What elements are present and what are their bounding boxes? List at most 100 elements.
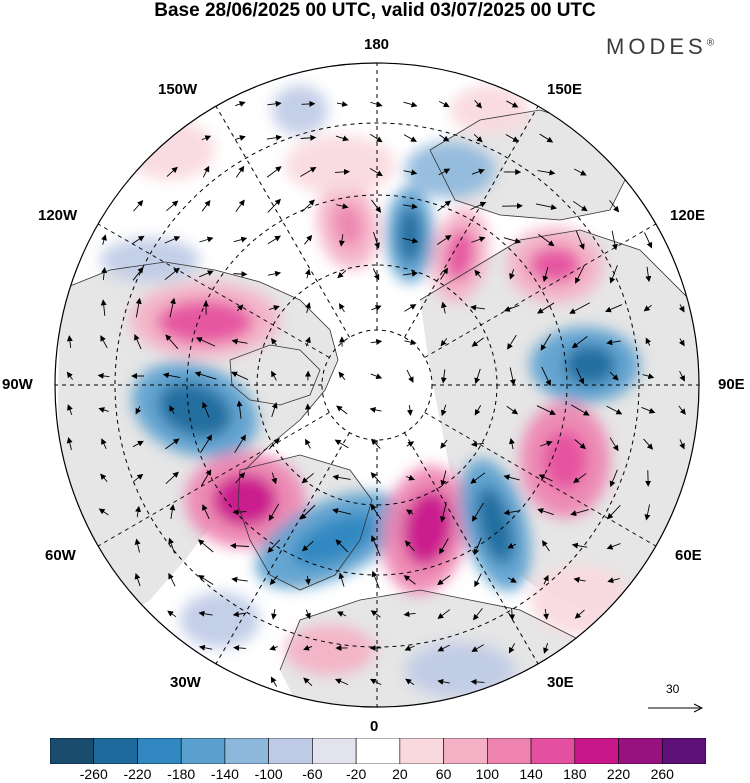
wind-vector [437, 609, 451, 620]
wind-vector [169, 504, 176, 519]
wind-vector [371, 199, 382, 213]
wind-vector [540, 440, 553, 447]
wind-vector [198, 610, 213, 617]
wind-vector [371, 535, 381, 557]
wind-vector [134, 572, 141, 587]
wind-vector [338, 572, 345, 587]
wind-vector [470, 304, 486, 311]
wind-vector [606, 405, 623, 415]
meridians [55, 63, 699, 707]
colorbar-tick-label: 260 [650, 766, 674, 782]
meridian-line [404, 432, 543, 672]
meridian-line [211, 432, 350, 672]
wind-vector [135, 406, 142, 415]
wind-vector [538, 474, 553, 482]
wind-vector [268, 503, 280, 522]
wind-vector [405, 474, 415, 481]
anomaly-cell [529, 247, 581, 283]
wind-vector [166, 166, 178, 177]
wind-vector [506, 405, 519, 415]
lon-label-150e: 150E [547, 81, 583, 98]
anomaly-cell [398, 207, 422, 263]
wind-vector [334, 678, 349, 686]
wind-vector [437, 234, 452, 245]
wind-vector [66, 437, 73, 451]
colorbar-tick-label: -220 [123, 766, 152, 782]
wind-vector [474, 368, 481, 385]
wind-vector [470, 201, 487, 211]
wind-vector [267, 235, 281, 245]
wind-vector [645, 337, 652, 346]
meridian-line [211, 98, 350, 338]
wind-vector [678, 338, 685, 347]
wind-vector [165, 334, 179, 350]
wind-vector [370, 503, 382, 520]
wind-vector [100, 473, 108, 483]
anomaly-cell [100, 238, 200, 282]
wind-vector [473, 537, 482, 556]
wind-vector [573, 576, 586, 583]
brand-registered-mark: ® [706, 37, 715, 49]
wind-vector [403, 169, 418, 176]
wind-vector [301, 540, 314, 552]
wind-vector [508, 643, 516, 654]
wind-vector [505, 134, 519, 142]
wind-vector [97, 372, 110, 379]
wind-vector [230, 542, 249, 549]
wind-vector [507, 542, 517, 549]
wind-vector [267, 539, 281, 553]
wind-vector [199, 236, 214, 243]
wind-vector [166, 200, 179, 212]
brand-logo: MODES® [606, 34, 714, 60]
colorbar [50, 738, 706, 764]
wind-vector [134, 334, 142, 350]
wind-vector [572, 200, 588, 212]
colorbar-swatch [312, 738, 357, 764]
wind-vector [198, 574, 214, 585]
wind-vector [373, 231, 380, 249]
wind-vector [472, 608, 483, 621]
wind-vector [194, 371, 217, 380]
wind-vector [202, 165, 210, 178]
wind-vector [405, 509, 414, 516]
colorbar-tick-label: -60 [302, 766, 323, 782]
wind-vector [338, 234, 345, 247]
wind-vector [407, 404, 413, 416]
wind-vector [98, 508, 109, 516]
wind-vector [334, 168, 350, 175]
wind-vector [169, 405, 175, 415]
wind-vector [132, 440, 144, 448]
meridian-line [90, 219, 330, 358]
wind-vector [269, 575, 278, 586]
wind-vector [437, 200, 452, 212]
anomaly-cell [445, 229, 475, 281]
wind-vector [266, 134, 283, 141]
colorbar-tick-label: 180 [563, 766, 587, 782]
wind-vector [169, 297, 176, 318]
anomaly-cell [476, 486, 514, 564]
anomaly-cell [158, 382, 232, 438]
wind-vector [100, 335, 108, 349]
wind-vector [542, 266, 549, 283]
colorbar-tick-label: -180 [167, 766, 196, 782]
wind-vector [678, 405, 686, 415]
wind-vector [645, 266, 652, 283]
wind-vector [271, 472, 278, 485]
wind-vector [644, 232, 653, 249]
coastlines [59, 109, 699, 671]
wind-vector [606, 543, 621, 550]
wind-vector [336, 203, 349, 210]
wind-vector [235, 101, 246, 107]
wind-vector [571, 542, 588, 549]
coast-chukotka [429, 109, 631, 221]
wind-vector [134, 538, 141, 553]
wind-vector [304, 575, 311, 586]
wind-vector [470, 472, 486, 484]
wind-vector [133, 200, 144, 212]
wind-vector [268, 438, 280, 450]
wind-vector [609, 371, 619, 381]
wind-vector [440, 439, 448, 449]
wind-vector [509, 269, 515, 280]
wind-vector [507, 334, 517, 350]
wind-vector [471, 168, 485, 175]
